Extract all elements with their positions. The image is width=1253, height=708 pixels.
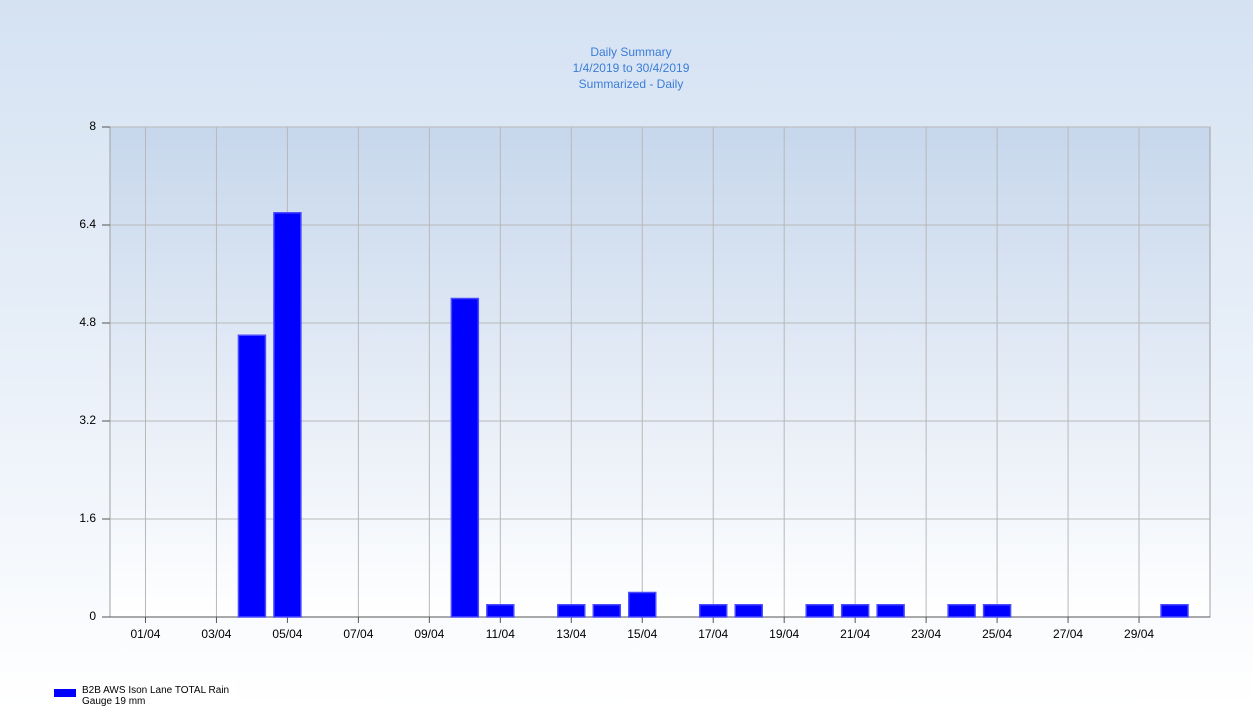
bar: [237, 334, 267, 618]
bar: [486, 604, 515, 618]
bar: [876, 604, 905, 618]
bar: [734, 604, 763, 618]
y-tick-label: 3.2: [79, 413, 96, 427]
x-tick-label: 07/04: [343, 627, 373, 641]
x-tick-label: 01/04: [130, 627, 160, 641]
x-tick-label: 21/04: [840, 627, 870, 641]
bar: [557, 604, 586, 618]
y-tick-label: 1.6: [79, 511, 96, 525]
y-tick-label: 0: [89, 609, 96, 623]
bar: [947, 604, 976, 618]
bar: [982, 604, 1012, 618]
x-tick-label: 25/04: [982, 627, 1012, 641]
x-tick-label: 09/04: [414, 627, 444, 641]
bar: [273, 212, 302, 618]
chart-title: Daily Summary: [590, 45, 671, 59]
bar: [840, 604, 870, 618]
y-tick-label: 6.4: [79, 217, 96, 231]
x-tick-label: 27/04: [1053, 627, 1083, 641]
chart-subtitle: Summarized - Daily: [579, 77, 684, 91]
x-tick-label: 05/04: [272, 627, 302, 641]
x-tick-label: 15/04: [627, 627, 657, 641]
x-tick-label: 19/04: [769, 627, 799, 641]
x-tick-label: 03/04: [201, 627, 231, 641]
bar: [450, 297, 480, 618]
chart-subtitle: 1/4/2019 to 30/4/2019: [573, 61, 690, 75]
x-tick-label: 11/04: [486, 627, 515, 641]
legend: B2B AWS Ison Lane TOTAL Rain Gauge 19 mm: [50, 683, 236, 708]
legend-swatch: [54, 689, 76, 697]
bar: [805, 604, 834, 618]
legend-label: B2B AWS Ison Lane TOTAL Rain Gauge 19 mm: [82, 685, 230, 707]
x-tick-label: 13/04: [556, 627, 586, 641]
bar: [698, 604, 728, 618]
y-tick-label: 4.8: [79, 315, 96, 329]
x-tick-label: 29/04: [1124, 627, 1154, 641]
y-tick-label: 8: [89, 119, 96, 133]
x-tick-label: 17/04: [698, 627, 728, 641]
bar: [592, 604, 622, 618]
bar: [628, 591, 657, 618]
x-tick-label: 23/04: [911, 627, 941, 641]
bar: [1160, 604, 1189, 618]
